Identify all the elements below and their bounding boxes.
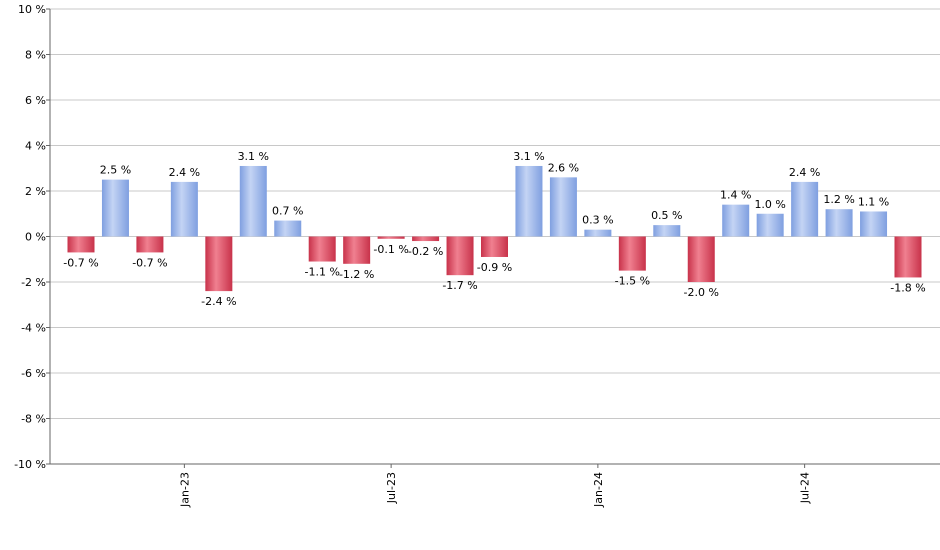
value-label: 1.1 % [858, 195, 889, 208]
y-tick-label: 10 % [18, 3, 46, 16]
bar [412, 236, 440, 242]
value-label: 3.1 % [238, 150, 269, 163]
y-tick-label: -4 % [21, 322, 46, 335]
bar [687, 236, 715, 282]
bar [239, 165, 267, 237]
value-label: -1.1 % [304, 266, 339, 279]
value-label: -0.7 % [63, 256, 98, 269]
value-label: 3.1 % [513, 150, 544, 163]
bar [101, 179, 129, 237]
bar [205, 236, 233, 292]
value-label: 1.4 % [720, 189, 751, 202]
bar [860, 211, 888, 237]
y-tick-label: 6 % [25, 94, 46, 107]
value-label: 0.5 % [651, 209, 682, 222]
value-label: -0.7 % [132, 256, 167, 269]
bar [515, 165, 543, 237]
x-tick-label: Jan-24 [592, 472, 605, 508]
value-label: -0.2 % [408, 245, 443, 258]
x-tick-label: Jul-24 [799, 472, 812, 504]
bar [67, 236, 95, 253]
bar [170, 181, 198, 237]
bar [653, 225, 681, 237]
value-label: -1.8 % [890, 281, 925, 294]
value-label: 2.4 % [789, 166, 820, 179]
bar [756, 213, 784, 237]
bar [308, 236, 336, 262]
bar [618, 236, 646, 271]
value-label: -2.0 % [684, 286, 719, 299]
bar [894, 236, 922, 278]
y-tick-label: 8 % [25, 49, 46, 62]
y-tick-label: 0 % [25, 231, 46, 244]
bar [274, 220, 302, 237]
x-tick-label: Jan-23 [178, 472, 191, 508]
value-label: -0.9 % [477, 261, 512, 274]
value-label: 0.3 % [582, 214, 613, 227]
bar [343, 236, 371, 264]
y-tick-label: -8 % [21, 413, 46, 426]
bar [722, 204, 750, 237]
bar [136, 236, 164, 253]
bar [481, 236, 508, 257]
value-label: 1.2 % [823, 193, 854, 206]
value-label: -2.4 % [201, 295, 236, 308]
value-label: -0.1 % [373, 243, 408, 256]
value-label: 2.4 % [169, 166, 200, 179]
value-label: 0.7 % [272, 205, 303, 218]
bar [791, 181, 819, 237]
bar [549, 177, 577, 237]
x-tick-label: Jul-23 [385, 472, 398, 504]
value-label: 1.0 % [754, 198, 785, 211]
bar [584, 229, 612, 237]
y-tick-label: -2 % [21, 276, 46, 289]
value-label: 2.6 % [548, 161, 579, 174]
value-label: -1.7 % [442, 279, 477, 292]
y-tick-label: -10 % [14, 458, 46, 471]
value-label: 2.5 % [100, 164, 131, 177]
bar [377, 236, 405, 239]
y-tick-label: -6 % [21, 367, 46, 380]
y-tick-label: 2 % [25, 185, 46, 198]
bar [446, 236, 474, 276]
y-tick-label: 4 % [25, 140, 46, 153]
value-label: -1.5 % [615, 275, 650, 288]
bar [825, 209, 853, 237]
value-label: -1.2 % [339, 268, 374, 281]
